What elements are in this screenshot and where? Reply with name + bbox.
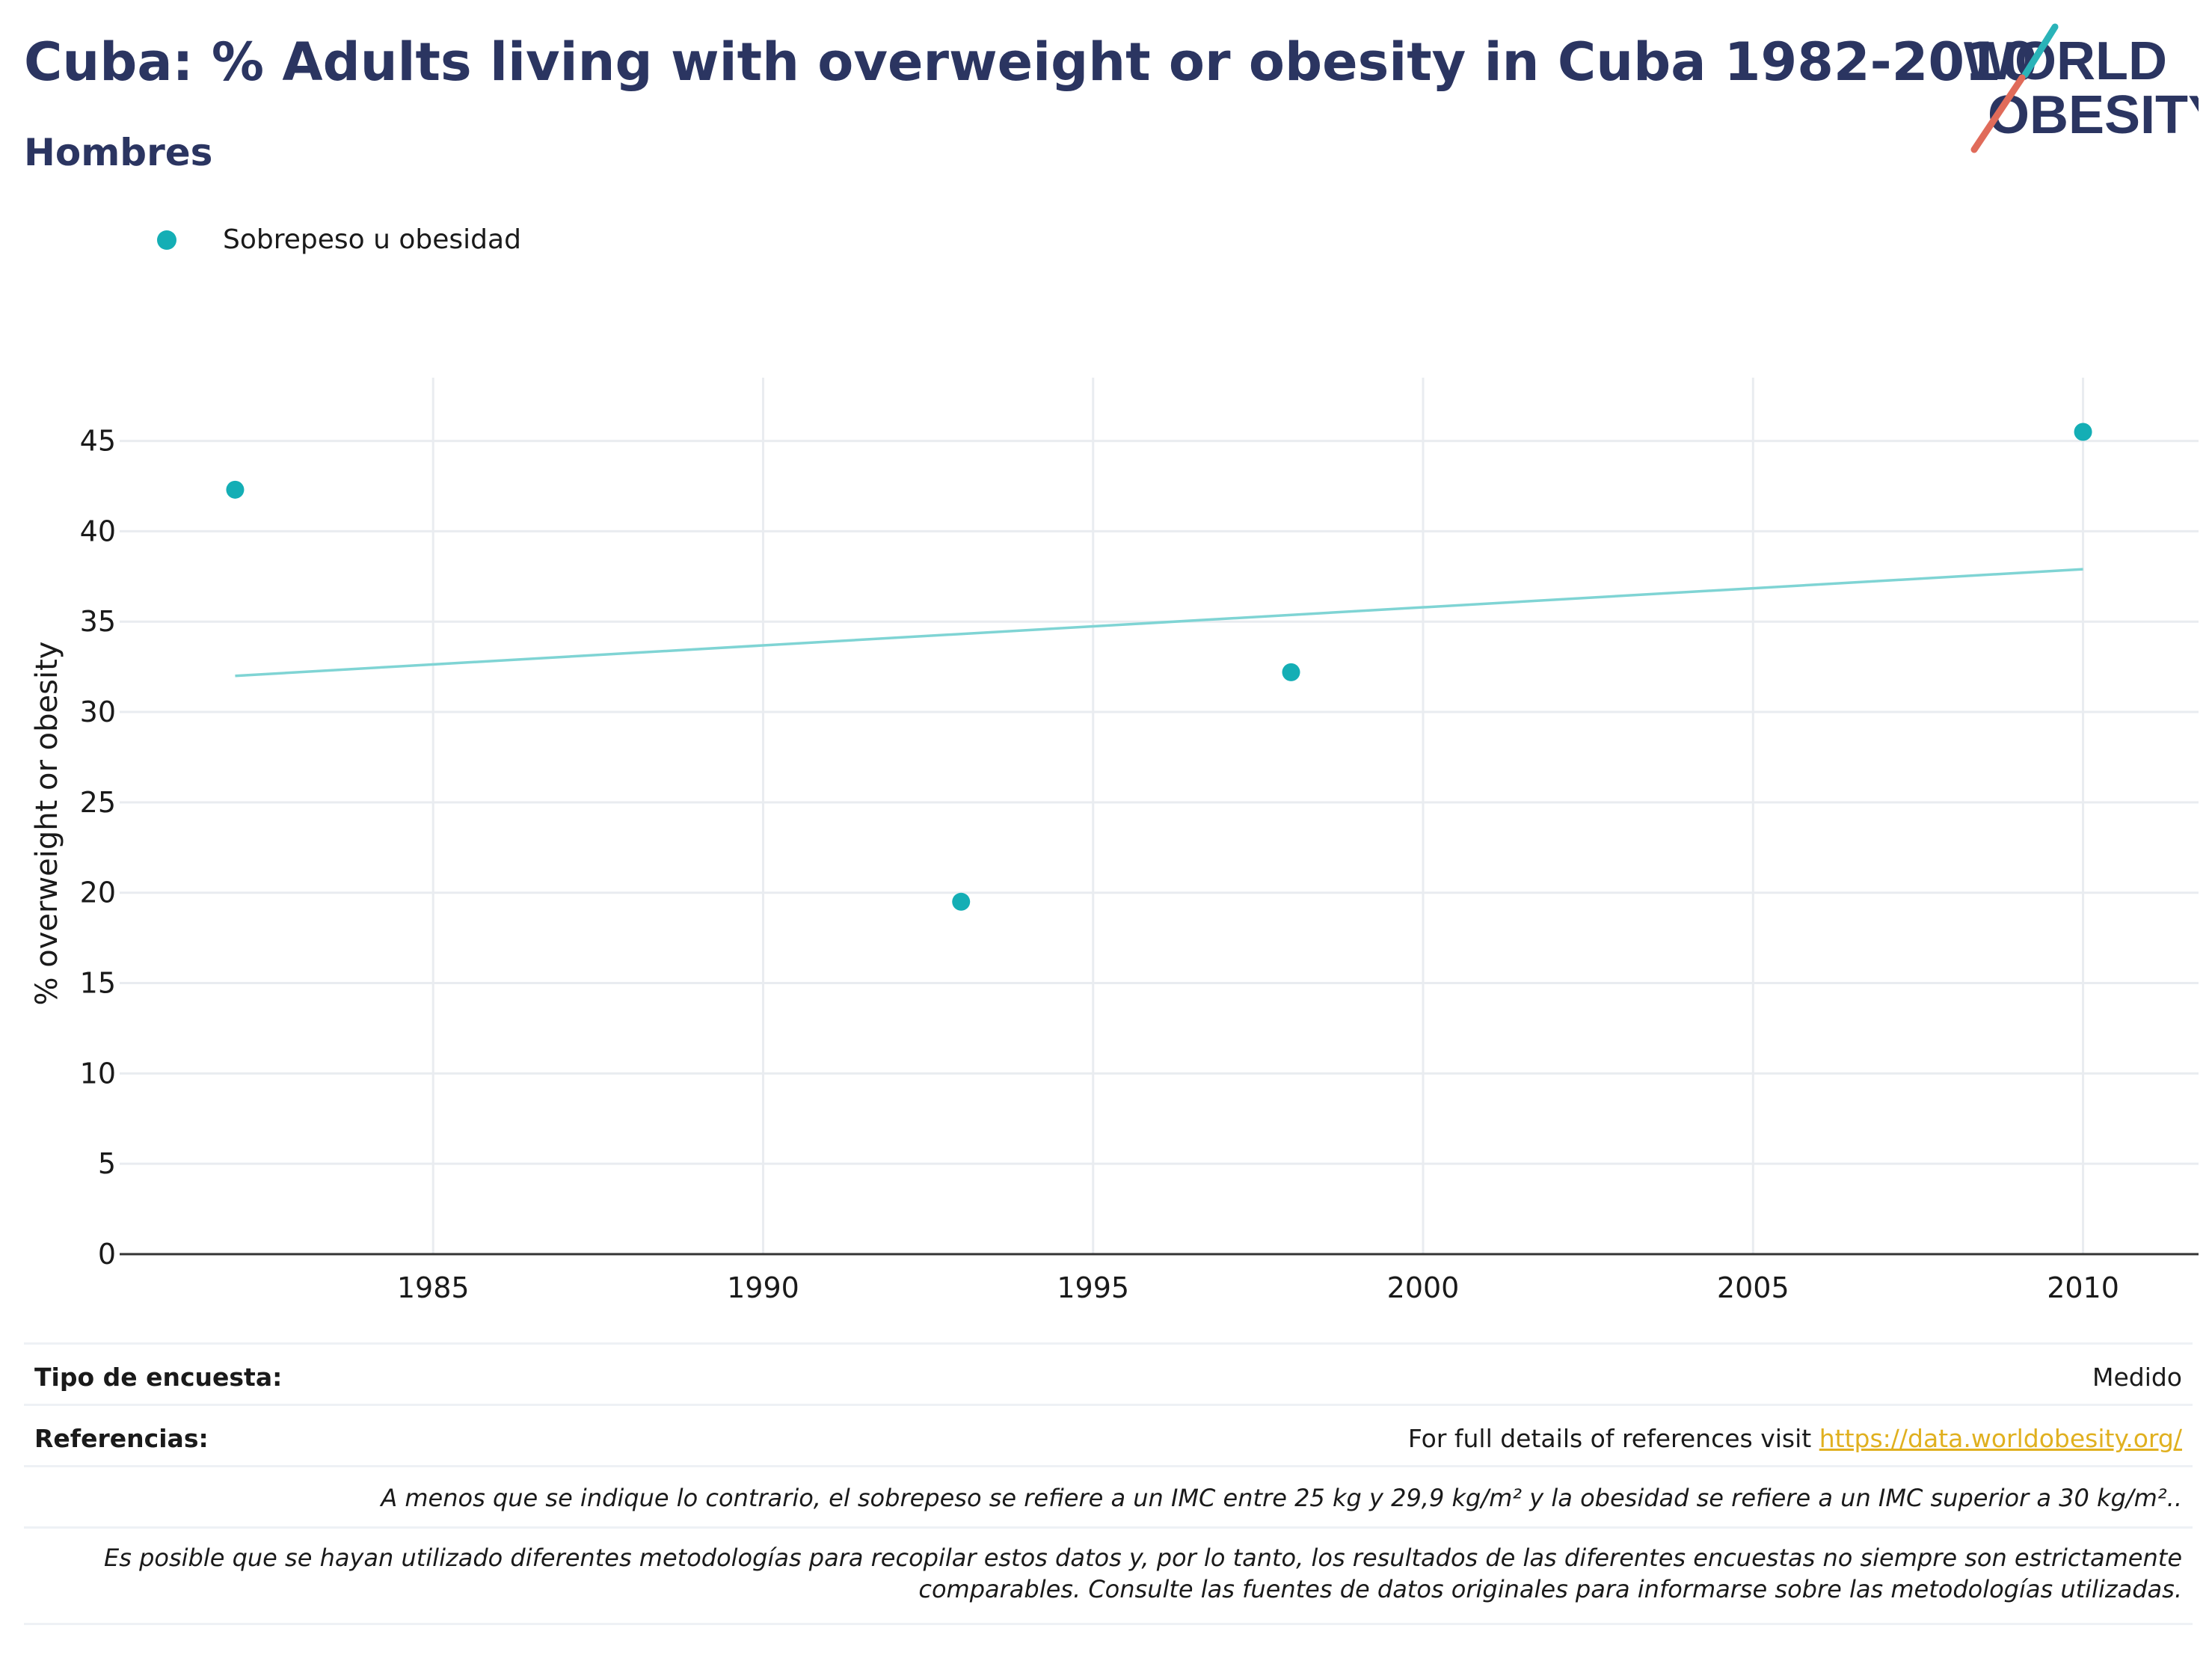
references-label: Referencias:	[34, 1424, 209, 1453]
y-tick-label-25: 25	[80, 786, 116, 819]
footer-row-survey-type: Tipo de encuesta: Medido	[24, 1342, 2193, 1406]
y-axis-title: % overweight or obesity	[30, 642, 64, 1006]
data-point-1982	[226, 480, 245, 499]
footer-row-note-1: A menos que se indique lo contrario, el …	[24, 1465, 2193, 1529]
definition-note: A menos que se indique lo contrario, el …	[381, 1484, 2182, 1512]
references-link[interactable]: https://data.worldobesity.org/	[1819, 1424, 2182, 1453]
methodology-note-line-1: Es posible que se hayan utilizado difere…	[104, 1544, 2182, 1572]
logo-red-slash	[1970, 74, 2026, 153]
footer-row-note-2: Es posible que se hayan utilizado difere…	[24, 1526, 2193, 1625]
methodology-note-line-2: comparables. Consulte las fuentes de dat…	[918, 1575, 2182, 1603]
y-tick-label-20: 20	[80, 876, 116, 909]
y-tick-label-40: 40	[80, 515, 116, 547]
x-tick-label-1985: 1985	[397, 1271, 470, 1304]
y-tick-label-5: 5	[98, 1147, 116, 1180]
y-tick-label-45: 45	[80, 425, 116, 458]
references-value: For full details of references visit htt…	[1408, 1424, 2182, 1453]
chart-subtitle: Hombres	[24, 131, 213, 174]
survey-type-label: Tipo de encuesta:	[34, 1363, 283, 1392]
legend-marker	[157, 230, 176, 250]
references-text: For full details of references visit	[1407, 1424, 1819, 1453]
y-tick-label-0: 0	[98, 1238, 116, 1271]
data-point-2010	[2074, 423, 2092, 441]
data-point-1998	[1282, 663, 1300, 681]
footer-row-references: Referencias: For full details of referen…	[24, 1404, 2193, 1467]
trend-line	[235, 568, 2083, 678]
x-tick-label-2005: 2005	[1717, 1271, 1789, 1304]
chart-title: Cuba: % Adults living with overweight or…	[24, 31, 2038, 93]
chart-footer: Tipo de encuesta: Medido Referencias: Fo…	[24, 1342, 2193, 1627]
y-tick-label-35: 35	[80, 605, 116, 638]
y-tick-label-15: 15	[80, 967, 116, 1000]
y-tick-label-10: 10	[80, 1057, 116, 1090]
x-tick-label-1995: 1995	[1057, 1271, 1129, 1304]
logo-text-world: WORLD	[1964, 31, 2167, 91]
chart-legend[interactable]: Sobrepeso u obesidad	[157, 224, 521, 255]
world-obesity-logo: WORLD OBESITY	[1964, 23, 2199, 153]
survey-type-value: Medido	[2092, 1363, 2182, 1392]
legend-label: Sobrepeso u obesidad	[223, 224, 521, 255]
scatter-chart: 1985 1990 1995 2000 2005 2010 0 5 10 15 20 25 30 35 40…	[30, 378, 2199, 1304]
data-point-1993	[952, 892, 971, 911]
x-tick-label-2010: 2010	[2047, 1271, 2119, 1304]
logo-text-obesity: OBESITY	[1988, 85, 2199, 145]
x-tick-label-2000: 2000	[1387, 1271, 1460, 1304]
x-tick-label-1990: 1990	[727, 1271, 799, 1304]
logo-teal-slash	[2021, 23, 2059, 79]
methodology-note: Es posible que se hayan utilizado difere…	[104, 1542, 2182, 1605]
y-tick-label-30: 30	[80, 696, 116, 728]
